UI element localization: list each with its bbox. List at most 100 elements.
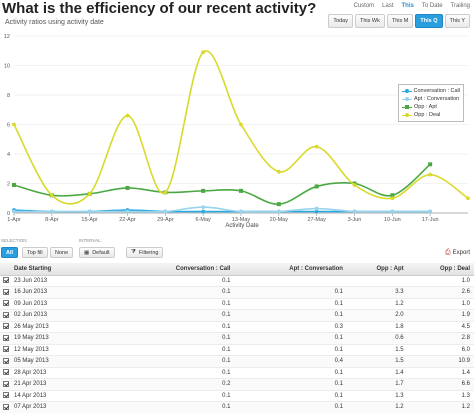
legend-item-apt-conversation[interactable]: Apt : Conversation [402,95,460,103]
select-all-button[interactable]: All [1,247,19,258]
opp-apt-cell: 1.3 [346,390,408,402]
row-checkbox[interactable] [3,403,9,410]
legend-item-opp-deal[interactable]: Opp : Deal [402,111,460,119]
date-starting-cell: 28 Apr 2013 [12,367,120,379]
opp-apt-cell: 1.4 [346,367,408,379]
date-starting-cell: 07 Apr 2013 [12,401,120,413]
table-row[interactable]: 21 Apr 2013 0.2 0.1 1.7 6.6 [0,378,474,391]
row-checkbox[interactable] [3,392,9,399]
x-tick-label: 29-Apr [157,217,174,223]
opp-deal-cell: 4.5 [407,321,474,333]
range-link-this[interactable]: This [401,3,414,9]
row-checkbox-cell [0,298,12,310]
legend-label-opp-deal: Opp : Deal [414,112,441,118]
legend-marker-opp-apt [402,104,412,110]
legend-item-opp-apt[interactable]: Opp : Apt [402,103,460,111]
data-point-apt-conversation [314,206,319,211]
column-header-conversation-call[interactable]: Conversation : Call [120,263,235,276]
conversation-call-cell: 0.1 [120,355,235,368]
row-checkbox[interactable] [3,346,9,353]
apt-conversation-cell: 0.1 [234,378,347,391]
export-label: Export [452,250,470,256]
column-header-opp-apt[interactable]: Opp : Apt [346,263,408,276]
table-row[interactable]: 14 Apr 2013 0.1 0.1 1.3 1.3 [0,390,474,402]
opp-apt-cell: 3.3 [346,286,408,299]
row-checkbox[interactable] [3,357,9,364]
period-this-year-button[interactable]: This Y [444,14,470,28]
data-point-opp-apt [12,182,16,187]
row-checkbox-cell [0,390,12,402]
table-row[interactable]: 07 Apr 2013 0.1 0.1 1.2 1.2 [0,401,474,413]
interval-default-dropdown[interactable]: ▦ Default [79,247,115,258]
data-point-apt-conversation [352,209,357,214]
table-row[interactable]: 12 May 2013 0.1 0.1 1.5 6.0 [0,344,474,356]
data-point-apt-conversation [125,209,130,214]
series-line-opp-deal [13,50,469,205]
period-today-button[interactable]: Today [328,14,353,28]
export-button[interactable]: ⎙ Export [445,249,470,257]
data-point-apt-conversation [12,209,16,214]
row-checkbox[interactable] [3,277,9,284]
table-row[interactable]: 16 Jun 2013 0.1 0.1 3.3 2.6 [0,286,474,299]
data-point-opp-deal [466,196,470,201]
date-starting-cell: 21 Apr 2013 [12,378,120,391]
range-link-trailing[interactable]: Trailing [450,3,470,9]
data-point-opp-apt [390,193,395,198]
period-this-week-button[interactable]: This Wk [355,14,385,28]
data-point-apt-conversation [87,209,92,214]
range-link-last[interactable]: Last [382,3,394,9]
opp-deal-cell: 1.0 [407,275,474,287]
range-link-custom[interactable]: Custom [353,3,375,9]
data-point-apt-conversation [239,209,243,214]
select-none-button[interactable]: None [50,247,74,258]
data-point-opp-deal [163,190,168,195]
row-checkbox[interactable] [3,323,9,330]
x-tick-label: 10-Jun [384,217,401,223]
legend-marker-apt-conversation [402,96,412,102]
row-checkbox[interactable] [3,369,9,376]
ratios-table: Date Starting Conversation : Call Apt : … [0,263,474,413]
row-checkbox-cell [0,367,12,379]
row-checkbox-cell [0,309,12,322]
date-starting-cell: 12 May 2013 [12,344,120,356]
opp-deal-cell: 2.6 [407,286,474,299]
data-point-opp-apt [428,162,433,167]
row-checkbox[interactable] [3,380,9,387]
row-checkbox[interactable] [3,300,9,307]
legend-item-conversation-call[interactable]: Conversation : Call [402,87,460,95]
data-point-opp-apt [314,184,319,189]
apt-conversation-cell: 0.4 [234,355,347,368]
select-top-fill-button[interactable]: Top fill [22,247,48,258]
data-point-opp-deal [12,122,16,127]
row-checkbox[interactable] [3,288,9,295]
table-row[interactable]: 02 Jun 2013 0.1 0.1 2.0 1.9 [0,309,474,322]
chart-legend: Conversation : Call Apt : Conversation O… [398,84,464,122]
filtering-button[interactable]: ⧩ Filtering [126,247,164,258]
conversation-call-cell: 0.1 [120,344,235,356]
table-row[interactable]: 09 Jun 2013 0.1 0.1 1.2 1.0 [0,298,474,310]
interval-default-label: Default [92,249,110,256]
range-link-to-date[interactable]: To Date [421,3,443,9]
row-checkbox-cell [0,275,12,287]
data-point-opp-deal [87,191,92,196]
x-tick-label: 15-Apr [81,217,98,223]
opp-deal-cell: 1.9 [407,309,474,322]
period-this-month-button[interactable]: This M [386,14,414,28]
data-point-opp-deal [201,50,206,55]
table-row[interactable]: 28 Apr 2013 0.1 0.1 1.4 1.4 [0,367,474,379]
table-row[interactable]: 23 Jun 2013 0.1 1.0 [0,275,474,287]
table-row[interactable]: 26 May 2013 0.1 0.3 1.8 4.5 [0,321,474,333]
range-links: Custom Last This To Date Trailing [354,3,471,9]
row-checkbox[interactable] [3,311,9,318]
table-row[interactable]: 19 May 2013 0.1 0.1 0.6 2.8 [0,332,474,345]
data-point-apt-conversation [276,209,281,214]
x-tick-label: 20-May [270,217,289,223]
column-header-apt-conversation[interactable]: Apt : Conversation [234,263,347,276]
selection-label: SELECTION: [1,238,28,243]
row-checkbox[interactable] [3,334,9,341]
table-row[interactable]: 05 May 2013 0.1 0.4 1.5 10.9 [0,355,474,368]
x-tick-label: 22-Apr [119,217,136,223]
column-header-date-starting[interactable]: Date Starting [12,263,120,276]
column-header-opp-deal[interactable]: Opp : Deal [407,263,474,276]
period-this-quarter-button[interactable]: This Q [415,14,443,28]
